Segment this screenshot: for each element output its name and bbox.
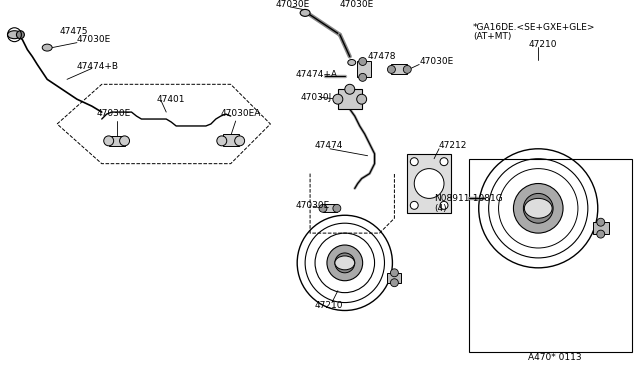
Text: 47210: 47210: [529, 40, 557, 49]
Bar: [407, 154, 451, 213]
Text: 47030E: 47030E: [295, 201, 330, 210]
Text: 47212: 47212: [439, 141, 467, 150]
Circle shape: [414, 169, 444, 198]
Text: 47030E: 47030E: [419, 57, 454, 66]
Ellipse shape: [348, 60, 356, 65]
Text: 47474: 47474: [315, 141, 344, 150]
Circle shape: [513, 183, 563, 233]
Bar: [469, 159, 632, 352]
Circle shape: [358, 73, 367, 81]
Bar: [356, 61, 371, 77]
Circle shape: [524, 193, 553, 223]
Circle shape: [333, 204, 341, 212]
Text: 47474+A: 47474+A: [295, 70, 337, 79]
Circle shape: [235, 136, 244, 146]
Bar: [323, 204, 337, 212]
Ellipse shape: [8, 31, 21, 39]
Circle shape: [387, 65, 396, 73]
Text: 47475: 47475: [59, 27, 88, 36]
Text: A470* 0113: A470* 0113: [529, 353, 582, 362]
Circle shape: [335, 253, 355, 273]
Circle shape: [440, 158, 448, 166]
Circle shape: [390, 269, 398, 277]
Circle shape: [345, 84, 355, 94]
Bar: [387, 273, 401, 283]
Circle shape: [319, 204, 327, 212]
Circle shape: [217, 136, 227, 146]
Text: 47474+B: 47474+B: [77, 62, 119, 71]
Circle shape: [390, 279, 398, 287]
Text: 47478: 47478: [367, 52, 396, 61]
Text: 47030EA: 47030EA: [221, 109, 261, 118]
Text: (AT+MT): (AT+MT): [473, 32, 511, 41]
Ellipse shape: [17, 31, 24, 39]
Bar: [109, 136, 125, 146]
Text: 47030E: 47030E: [97, 109, 131, 118]
Text: 47210: 47210: [315, 301, 344, 310]
Circle shape: [596, 230, 605, 238]
Text: 47030E: 47030E: [340, 0, 374, 9]
Circle shape: [440, 201, 448, 209]
Circle shape: [410, 201, 418, 209]
Bar: [392, 64, 407, 74]
Ellipse shape: [335, 256, 355, 270]
Circle shape: [327, 245, 363, 281]
Text: *GA16DE.<SE+GXE+GLE>: *GA16DE.<SE+GXE+GLE>: [473, 23, 595, 32]
Bar: [593, 222, 609, 234]
Text: N08911-1081G
(4): N08911-1081G (4): [434, 194, 503, 213]
Circle shape: [358, 58, 367, 65]
Circle shape: [104, 136, 114, 146]
Circle shape: [596, 218, 605, 226]
Circle shape: [403, 65, 412, 73]
Ellipse shape: [300, 9, 310, 16]
Bar: [223, 134, 239, 146]
Circle shape: [356, 94, 367, 104]
Text: 47030E: 47030E: [275, 0, 310, 9]
Text: 47401: 47401: [156, 95, 185, 104]
Bar: [338, 89, 362, 109]
Circle shape: [333, 94, 343, 104]
Text: 47030J: 47030J: [300, 93, 332, 102]
Text: 47030E: 47030E: [77, 35, 111, 44]
Circle shape: [120, 136, 129, 146]
Ellipse shape: [42, 44, 52, 51]
Ellipse shape: [524, 198, 552, 218]
Circle shape: [410, 158, 418, 166]
